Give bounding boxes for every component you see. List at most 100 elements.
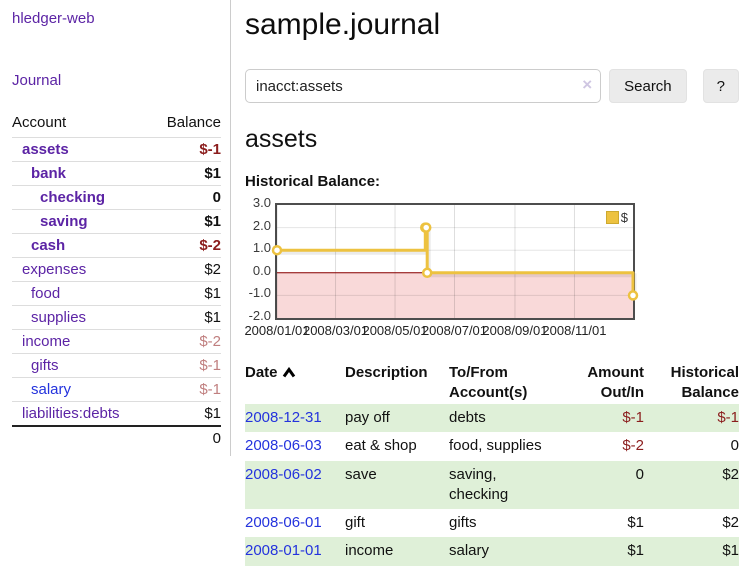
account-row-food: food $1 bbox=[12, 281, 221, 306]
account-link[interactable]: salary bbox=[31, 381, 72, 398]
transaction-accounts: food, supplies bbox=[449, 437, 542, 455]
y-axis-tick-label: 3.0 bbox=[252, 195, 271, 210]
balance-column-header: Balance bbox=[166, 114, 221, 131]
date-column-header[interactable]: Date bbox=[245, 361, 345, 404]
y-axis-tick-label: -2.0 bbox=[248, 308, 271, 323]
register-header-row: Date Description To/From Account(s) Amou… bbox=[245, 361, 739, 404]
account-link[interactable]: food bbox=[31, 285, 61, 302]
chart-plot: $ bbox=[271, 203, 639, 320]
account-balance: $-2 bbox=[150, 233, 221, 258]
account-link[interactable]: assets bbox=[22, 141, 69, 158]
account-link[interactable]: income bbox=[22, 333, 71, 350]
account-balance: $-1 bbox=[150, 377, 221, 402]
account-link[interactable]: supplies bbox=[31, 309, 87, 326]
transaction-date-link[interactable]: 2008-06-02 bbox=[245, 465, 322, 483]
account-link[interactable]: gifts bbox=[31, 357, 59, 374]
transaction-amount: $1 bbox=[627, 514, 644, 531]
search-input[interactable] bbox=[245, 69, 602, 103]
account-row-income: income $-2 bbox=[12, 329, 221, 354]
sidebar-item-journal[interactable]: Journal bbox=[12, 72, 62, 89]
transaction-description: save bbox=[345, 460, 449, 509]
x-axis-tick-label: 2008/07/01 bbox=[421, 323, 488, 338]
y-axis-tick-label: 1.0 bbox=[252, 240, 271, 256]
amount-column-header: Amount Out/In bbox=[587, 364, 644, 401]
transaction-date-link[interactable]: 2008-06-01 bbox=[245, 514, 322, 531]
clear-search-icon[interactable]: × bbox=[582, 75, 593, 94]
transaction-balance: $-1 bbox=[644, 404, 739, 433]
sort-ascending-icon bbox=[282, 364, 296, 384]
account-balance: $-1 bbox=[150, 137, 221, 162]
transaction-balance: 0 bbox=[730, 437, 739, 455]
account-row-salary: salary $-1 bbox=[12, 377, 221, 402]
description-column-header: Description bbox=[345, 364, 428, 381]
account-row-gifts: gifts $-1 bbox=[12, 353, 221, 378]
register-row: 2008-06-02 save saving, checking 0 $2 bbox=[245, 460, 739, 509]
account-balance: $2 bbox=[150, 257, 221, 282]
y-axis-tick-label: 0.0 bbox=[252, 262, 271, 278]
account-column-header: Account bbox=[12, 114, 67, 131]
legend-swatch-icon bbox=[605, 211, 619, 224]
search-button[interactable]: Search bbox=[609, 69, 687, 103]
x-axis-tick-label: 2008/01/01 bbox=[244, 323, 310, 338]
transaction-accounts: salary bbox=[449, 537, 559, 566]
transaction-date-link[interactable]: 2008-06-03 bbox=[245, 437, 322, 455]
transaction-description: income bbox=[345, 537, 449, 566]
account-balance: $1 bbox=[150, 209, 221, 234]
x-axis-tick-label: 2008/03/01 bbox=[302, 323, 369, 338]
transaction-balance: $1 bbox=[644, 537, 739, 566]
brand-link[interactable]: hledger-web bbox=[12, 10, 95, 27]
account-balance: $1 bbox=[150, 161, 221, 186]
accounts-table: Account Balance assets $-1 bank $1 check… bbox=[12, 110, 221, 450]
transaction-description: eat & shop bbox=[345, 437, 417, 455]
y-axis-tick-label: -1.0 bbox=[248, 285, 271, 301]
search-box: × bbox=[245, 69, 602, 103]
account-link[interactable]: checking bbox=[40, 189, 106, 206]
register-table: Date Description To/From Account(s) Amou… bbox=[245, 361, 739, 566]
transaction-accounts: debts bbox=[449, 404, 559, 433]
account-link[interactable]: expenses bbox=[22, 261, 87, 278]
account-balance: 0 bbox=[150, 185, 221, 210]
transaction-amount: 0 bbox=[559, 460, 644, 509]
account-row-cash: cash $-2 bbox=[12, 233, 221, 258]
account-balance: $-1 bbox=[150, 353, 221, 378]
account-row-bank: bank $1 bbox=[12, 161, 221, 186]
transaction-amount: $-1 bbox=[559, 404, 644, 433]
chart-legend: $ bbox=[605, 210, 628, 225]
help-button[interactable]: ? bbox=[702, 69, 739, 103]
accounts-total-row: 0 bbox=[12, 425, 221, 450]
search-bar: × Search ? bbox=[245, 69, 739, 103]
account-heading: assets bbox=[245, 125, 318, 153]
transaction-amount: $1 bbox=[559, 537, 644, 566]
page-title: sample.journal bbox=[245, 8, 441, 41]
x-axis-tick-label: 2008/05/01 bbox=[362, 323, 428, 338]
accounts-total-value: 0 bbox=[150, 425, 221, 450]
accounts-table-header: Account Balance bbox=[12, 110, 221, 138]
account-link[interactable]: liabilities:debts bbox=[22, 405, 120, 422]
accounts-column-header: To/From Account(s) bbox=[449, 364, 528, 401]
account-row-supplies: supplies $1 bbox=[12, 305, 221, 330]
balance-column-header: Historical Balance bbox=[670, 364, 739, 401]
register-row: 2008-06-01 gift gifts $1 $2 bbox=[245, 509, 739, 537]
transaction-description: pay off bbox=[345, 404, 449, 433]
transaction-amount: $-2 bbox=[622, 437, 644, 455]
account-link[interactable]: bank bbox=[31, 165, 67, 182]
account-link[interactable]: cash bbox=[31, 237, 66, 254]
sidebar: hledger-web Journal Account Balance asse… bbox=[0, 0, 231, 456]
register-row: 2008-06-03 eat & shop food, supplies $-2… bbox=[245, 432, 739, 460]
transaction-accounts: gifts bbox=[449, 514, 477, 531]
transaction-date-link[interactable]: 2008-12-31 bbox=[245, 409, 322, 426]
x-axis-tick-label: 2008/11/01 bbox=[542, 323, 607, 338]
chart-heading: Historical Balance: bbox=[245, 173, 381, 190]
account-balance: $-2 bbox=[150, 329, 221, 354]
account-row-expenses: expenses $2 bbox=[12, 257, 221, 282]
transaction-balance: $2 bbox=[722, 514, 739, 531]
legend-label: $ bbox=[620, 210, 628, 225]
transaction-date-link[interactable]: 2008-01-01 bbox=[245, 542, 322, 560]
account-link[interactable]: saving bbox=[40, 213, 88, 230]
y-axis-tick-label: 2.0 bbox=[252, 217, 271, 233]
account-row-liabilities-debts: liabilities:debts $1 bbox=[12, 401, 221, 426]
main-content: sample.journal × Search ? assets Histori… bbox=[244, 0, 739, 566]
transaction-accounts: saving, checking bbox=[449, 460, 559, 509]
register-row: 2008-01-01 income salary $1 $1 bbox=[245, 537, 739, 566]
account-balance: $1 bbox=[150, 305, 221, 330]
